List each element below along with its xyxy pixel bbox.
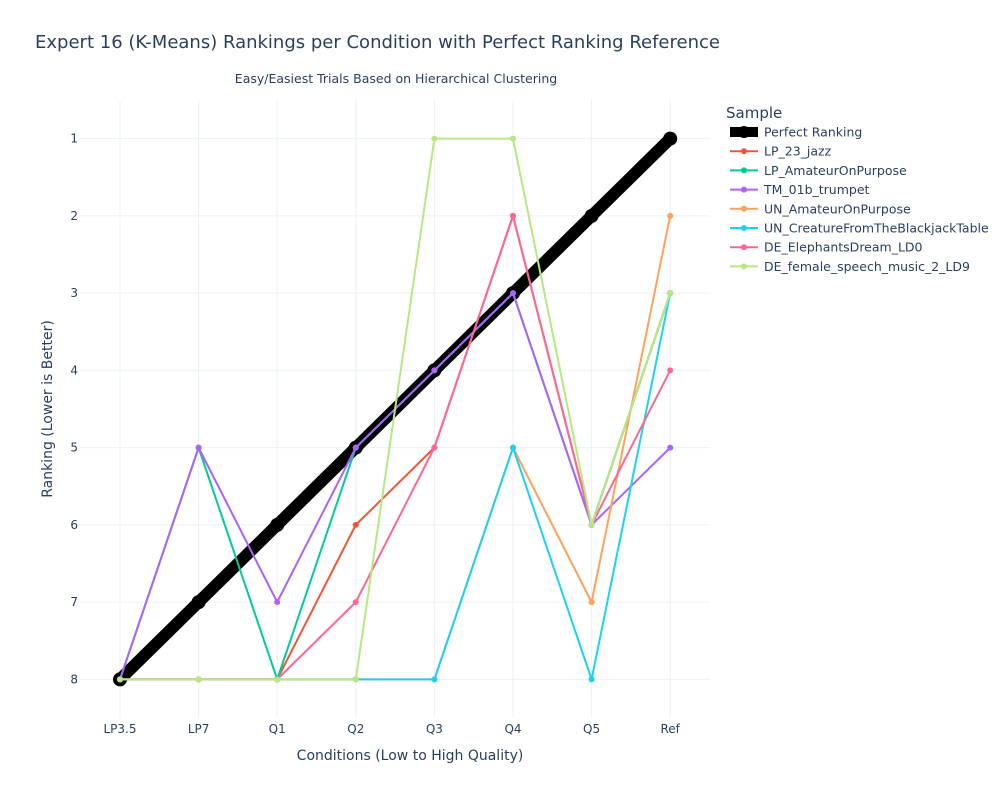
data-point[interactable]	[584, 208, 599, 223]
x-tick-label: Q5	[583, 722, 600, 736]
legend-item[interactable]: LP_AmateurOnPurpose	[730, 163, 907, 178]
data-point[interactable]	[431, 367, 438, 374]
legend-item[interactable]: DE_ElephantsDream_LD0	[730, 240, 923, 255]
legend-swatch-marker	[741, 205, 747, 212]
data-point[interactable]	[510, 135, 516, 142]
legend-item[interactable]: UN_CreatureFromTheBlackjackTable	[730, 221, 989, 236]
legend-swatch-marker	[741, 167, 747, 174]
data-point[interactable]	[510, 212, 516, 219]
series-de-female-speech-music-2-ld9[interactable]	[117, 135, 674, 683]
chart-subtitle: Easy/Easiest Trials Based on Hierarchica…	[234, 71, 558, 86]
legend-item[interactable]: Perfect Ranking	[730, 125, 862, 140]
data-point[interactable]	[663, 131, 678, 146]
grid	[80, 100, 710, 718]
y-tick-label: 6	[70, 518, 78, 532]
data-point[interactable]	[667, 290, 674, 297]
legend-item[interactable]: LP_23_jazz	[730, 144, 832, 159]
legend-label: LP_23_jazz	[764, 144, 832, 159]
legend-swatch-marker	[741, 148, 747, 155]
y-tick-label: 2	[70, 209, 78, 223]
x-tick-label: Q1	[269, 722, 286, 736]
x-tick-label: Q4	[504, 722, 521, 736]
data-point[interactable]	[431, 444, 438, 451]
data-point[interactable]	[667, 444, 674, 451]
data-point[interactable]	[270, 517, 285, 532]
y-tick-label: 5	[70, 441, 78, 455]
legend-swatch-marker	[741, 225, 747, 231]
data-point[interactable]	[667, 367, 674, 374]
data-point[interactable]	[352, 521, 359, 528]
legend[interactable]: Sample Perfect Ranking LP_23_jazz LP_Amate…	[726, 104, 989, 274]
data-point[interactable]	[352, 676, 359, 683]
y-axis-title: Ranking (Lower is Better)	[40, 320, 56, 498]
legend-items[interactable]: Perfect Ranking LP_23_jazz LP_AmateurOnPur…	[730, 125, 989, 274]
legend-label: DE_female_speech_music_2_LD9	[764, 259, 970, 274]
data-point[interactable]	[352, 599, 359, 606]
y-tick-label: 1	[70, 132, 78, 146]
data-point[interactable]	[431, 135, 438, 142]
x-tick-label: LP7	[188, 722, 210, 736]
data-point[interactable]	[352, 444, 359, 451]
data-point[interactable]	[117, 676, 123, 683]
series-lines	[113, 131, 678, 687]
legend-title: Sample	[726, 104, 782, 122]
x-tick-labels: LP3.5 LP7 Q1 Q2 Q3 Q4 Q5 Ref	[103, 722, 680, 736]
data-point[interactable]	[195, 444, 202, 451]
legend-swatch-marker	[741, 244, 747, 251]
data-point[interactable]	[588, 676, 595, 683]
y-tick-label: 3	[70, 286, 78, 300]
legend-label: UN_CreatureFromTheBlackjackTable	[764, 221, 989, 236]
data-point[interactable]	[431, 676, 438, 683]
legend-item[interactable]: UN_AmateurOnPurpose	[730, 201, 911, 216]
x-tick-label: Q2	[347, 722, 364, 736]
data-point[interactable]	[510, 444, 516, 451]
chart-title: Expert 16 (K-Means) Rankings per Conditi…	[35, 32, 720, 53]
legend-label: LP_AmateurOnPurpose	[764, 163, 907, 178]
y-tick-label: 4	[70, 363, 78, 377]
x-tick-label: Ref	[660, 722, 680, 736]
data-point[interactable]	[195, 676, 202, 683]
data-point[interactable]	[274, 676, 281, 683]
series-line	[120, 137, 672, 681]
data-point[interactable]	[588, 599, 595, 606]
legend-swatch-marker	[741, 186, 747, 193]
y-tick-label: 7	[70, 595, 78, 609]
legend-swatch-marker	[738, 126, 750, 138]
legend-label: Perfect Ranking	[764, 125, 862, 140]
x-axis-title: Conditions (Low to High Quality)	[297, 748, 524, 764]
x-tick-label: Q3	[426, 722, 443, 736]
y-tick-label: 8	[70, 672, 78, 686]
data-point[interactable]	[588, 521, 595, 528]
legend-label: TM_01b_trumpet	[763, 182, 870, 197]
data-point[interactable]	[510, 290, 516, 297]
legend-item[interactable]: TM_01b_trumpet	[730, 182, 870, 197]
legend-swatch-marker	[741, 263, 747, 270]
data-point[interactable]	[667, 212, 674, 219]
data-point[interactable]	[274, 599, 281, 606]
x-tick-label: LP3.5	[103, 722, 136, 736]
y-tick-labels: 1 2 3 4 5 6 7 8	[70, 132, 78, 687]
legend-label: DE_ElephantsDream_LD0	[764, 240, 923, 255]
data-point[interactable]	[191, 595, 206, 610]
legend-item[interactable]: DE_female_speech_music_2_LD9	[730, 259, 970, 274]
legend-label: UN_AmateurOnPurpose	[764, 201, 911, 216]
